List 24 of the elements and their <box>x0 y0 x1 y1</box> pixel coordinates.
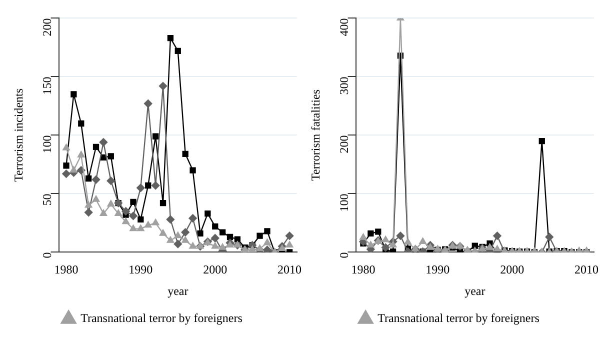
x-axis-title: year <box>168 284 188 298</box>
legend-label: Transnational terror by foreigners <box>80 311 243 326</box>
x-tick-label: 1980 <box>54 262 78 277</box>
y-tick-label: 50 <box>40 194 54 206</box>
y-tick-label: 200 <box>40 18 54 36</box>
x-tick-label: 2010 <box>574 262 599 277</box>
x-axis-title: year <box>464 284 486 298</box>
y-axis-title: Terrorism fatalities <box>308 89 322 181</box>
y-axis-title: Terrorism incidents <box>11 88 26 182</box>
y-tick-label: 150 <box>40 76 54 95</box>
y-tick-label: 100 <box>336 194 351 212</box>
x-tick-label: 2010 <box>278 262 302 277</box>
y-tick-label: 300 <box>336 76 351 95</box>
y-tick-label: 100 <box>40 135 54 154</box>
y-tick-label: 0 <box>40 252 54 258</box>
y-tick-label: 200 <box>336 135 351 154</box>
y-tick-label: 400 <box>336 18 351 36</box>
legend-label: Transnational terror by foreigners <box>378 311 540 326</box>
y-tick-label: 0 <box>336 252 351 258</box>
x-tick-label: 2000 <box>500 262 524 277</box>
x-tick-label: 2000 <box>203 262 228 277</box>
x-tick-label: 1990 <box>128 262 153 277</box>
x-tick-label: 1980 <box>351 262 376 277</box>
x-tick-label: 1990 <box>426 262 450 277</box>
